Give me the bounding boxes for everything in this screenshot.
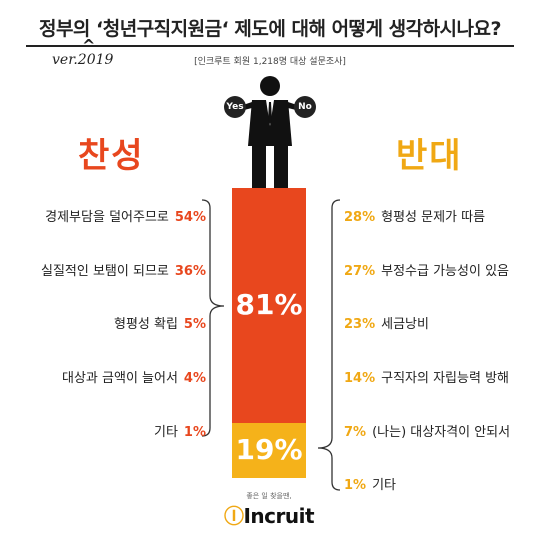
agree-bar [232, 188, 306, 423]
agree-reason-text: 기타 [154, 425, 178, 440]
caret-mark: ^ [82, 36, 96, 55]
title-underline [26, 45, 514, 47]
disagree-reason-row: 7% (나는) 대상자격이 안되서 [344, 421, 510, 440]
disagree-reason-text: 형평성 문제가 따름 [381, 210, 486, 225]
yes-badge: Yes [224, 96, 246, 118]
disagree-reason-text: 기타 [372, 478, 396, 493]
agree-reason-row: 형평성 확립 5% [114, 313, 206, 332]
disagree-reason-value: 14% [344, 371, 376, 386]
agree-reason-text: 실질적인 보탬이 되므로 [41, 264, 169, 279]
logo-slogan: 좋은 일 찾을땐, [246, 492, 292, 500]
disagree-reason-row: 28% 형평성 문제가 따름 [344, 206, 485, 225]
no-badge: No [294, 96, 316, 118]
disagree-reason-row: 27% 부정수급 가능성이 있음 [344, 260, 509, 279]
agree-reason-text: 형평성 확립 [113, 317, 178, 332]
disagree-reason-text: 구직자의 자립능력 방해 [381, 371, 509, 386]
disagree-reason-text: 세금낭비 [381, 317, 429, 332]
disagree-reason-value: 1% [344, 478, 367, 493]
incruit-logo: ⒾIncruit [222, 500, 316, 529]
page-title: 정부의 ‘청년구직지원금‘ 제도에 대해 어떻게 생각하시나요? [38, 18, 502, 40]
right-leg [274, 146, 288, 190]
disagree-reason-text: 부정수급 가능성이 있음 [381, 264, 509, 279]
version-note: ver.2019 [52, 52, 114, 68]
agree-reason-value: 36% [174, 264, 206, 279]
agree-brace [201, 199, 225, 437]
agree-percent: 81% [235, 287, 303, 321]
disagree-brace [317, 199, 341, 491]
disagree-title: 반대 [396, 136, 463, 176]
agree-reason-row: 대상과 금액이 늘어서 4% [62, 367, 206, 386]
disagree-reason-row: 1% 기타 [344, 474, 396, 493]
disagree-reason-text: (나는) 대상자격이 안되서 [372, 425, 511, 440]
agree-title: 찬성 [78, 136, 145, 176]
agree-reason-row: 기타 1% [154, 421, 206, 440]
agree-reason-value: 54% [174, 210, 206, 225]
agree-reason-value: 1% [183, 425, 206, 440]
agree-reason-text: 경제부담을 덜어주므로 [45, 210, 169, 225]
logo-text: Incruit [243, 504, 315, 528]
agree-reason-row: 실질적인 보탬이 되므로 36% [41, 260, 206, 279]
logo-mark: Ⓘ [223, 504, 244, 528]
disagree-reason-value: 27% [344, 264, 376, 279]
person-illustration [234, 76, 306, 190]
left-leg [252, 146, 266, 190]
disagree-reason-row: 23% 세금낭비 [344, 313, 429, 332]
agree-reason-row: 경제부담을 덜어주므로 54% [45, 206, 206, 225]
disagree-reason-row: 14% 구직자의 자립능력 방해 [344, 367, 509, 386]
disagree-reason-value: 23% [344, 317, 376, 332]
disagree-percent: 19% [235, 432, 303, 466]
agree-reason-value: 4% [183, 371, 206, 386]
agree-reason-text: 대상과 금액이 늘어서 [62, 371, 178, 386]
head-shape [260, 76, 280, 96]
agree-reason-value: 5% [183, 317, 206, 332]
survey-note: [인크루트 회원 1,218명 대상 설문조사] [194, 57, 346, 67]
disagree-reason-value: 28% [344, 210, 376, 225]
disagree-reason-value: 7% [344, 425, 367, 440]
disagree-bar [232, 423, 306, 478]
